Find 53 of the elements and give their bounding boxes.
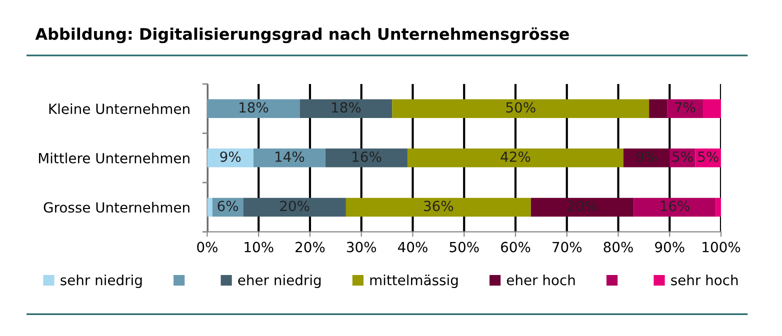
bar: [346, 198, 531, 217]
x-tick-label: 50%: [450, 242, 479, 252]
data-label: 9%: [220, 151, 241, 162]
data-label: 16%: [352, 151, 382, 162]
data-label: 9%: [636, 151, 657, 162]
x-tick-label: 70%: [552, 242, 582, 252]
bar: [634, 198, 716, 217]
y-tick-label: Grosse Unternehmen: [44, 202, 190, 213]
legend-label: mittelmässig: [370, 274, 458, 288]
x-tick-label: 90%: [655, 242, 684, 252]
y-tick-label: Kleine Unternehmen: [49, 103, 190, 114]
bar: [207, 198, 212, 217]
data-label: 42%: [500, 151, 530, 162]
data-label: 20%: [568, 200, 597, 212]
data-label: 14%: [276, 151, 304, 162]
x-tick-label: 0%: [197, 242, 218, 252]
x-tick-label: 80%: [604, 242, 633, 252]
bar: [716, 198, 722, 217]
bar: [530, 198, 634, 217]
bar: [392, 99, 650, 118]
bar: [253, 148, 326, 168]
data-label: 18%: [240, 102, 268, 113]
data-label: 20%: [280, 200, 310, 212]
x-tick-label: 10%: [244, 242, 274, 252]
bar: [703, 99, 722, 118]
bar: [649, 99, 668, 118]
x-tick-label: 40%: [398, 242, 428, 252]
data-label: 36%: [424, 200, 454, 212]
data-label: 7%: [675, 102, 696, 113]
legend-label: sehr niedrig: [60, 274, 142, 288]
data-label: 50%: [506, 102, 536, 113]
x-tick-label: 100%: [702, 242, 740, 252]
data-label: 18%: [332, 102, 361, 113]
x-tick-label: 30%: [346, 242, 376, 252]
y-tick-label: Mittlere Unternehmen: [38, 152, 190, 164]
legend-label: eher hoch: [506, 274, 575, 286]
bar: [623, 148, 670, 168]
x-tick-label: 20%: [296, 242, 325, 252]
data-label: 5%: [672, 151, 693, 162]
legend-label: eher niedrig: [238, 274, 321, 288]
bar: [300, 99, 392, 118]
bar: [667, 99, 704, 118]
x-tick-label: 60%: [501, 242, 530, 252]
bar: [408, 148, 624, 168]
bar: [207, 99, 300, 118]
bar: [325, 148, 408, 168]
data-label: 16%: [660, 200, 690, 212]
data-label: 6%: [218, 200, 238, 212]
bar: [243, 198, 346, 217]
bar: [207, 148, 254, 168]
legend-label: sehr hoch: [671, 274, 738, 286]
chart-title: Abbildung: Digitalisierungsgrad nach Unternehmensgrösse: [35, 27, 569, 44]
data-label: 5%: [698, 151, 718, 162]
